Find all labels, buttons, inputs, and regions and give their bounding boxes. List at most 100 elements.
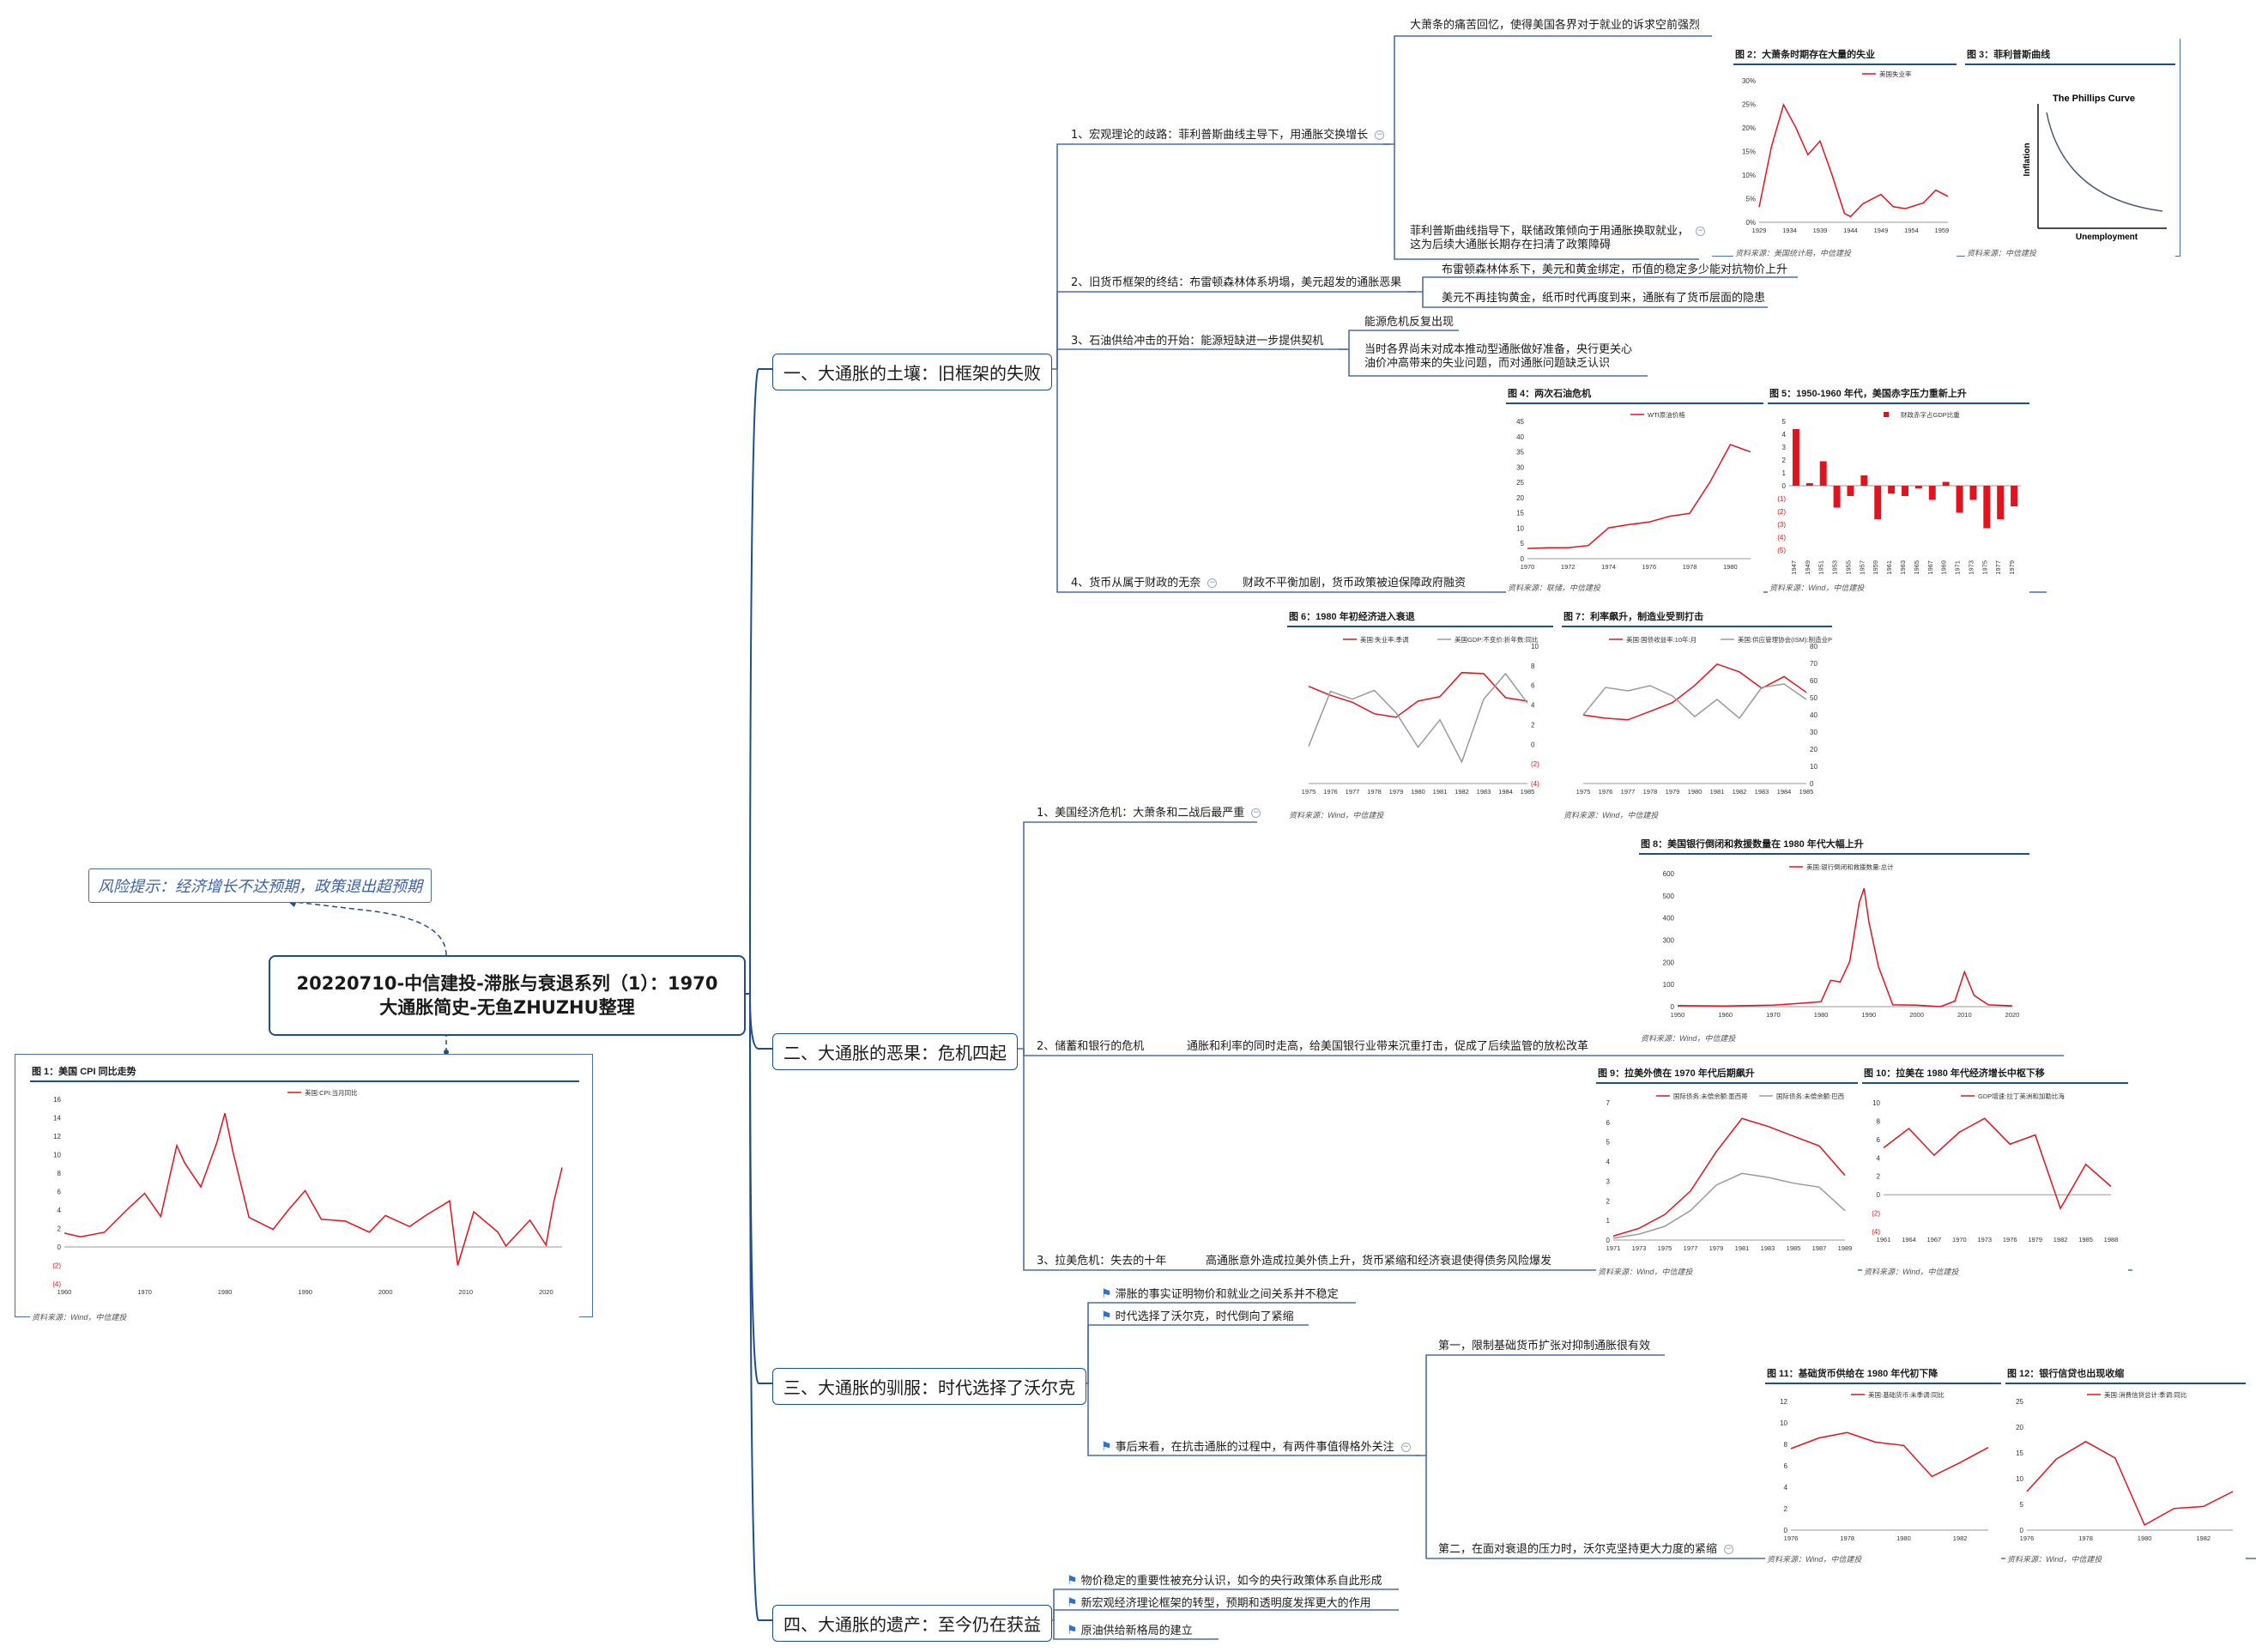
b4-fact-1[interactable]: ⚑ 物价稳定的重要性被充分认识，如今的央行政策体系自此形成	[1067, 1574, 1382, 1588]
b1-node-2a[interactable]: 布雷顿森林体系下，美元和黄金绑定，币值的稳定多少能对抗物价上升	[1442, 263, 1788, 276]
bar	[1792, 429, 1799, 486]
x-tick-label: 1990	[298, 1288, 312, 1296]
series-line	[1677, 887, 2013, 1008]
collapse-icon[interactable]: −	[1724, 1545, 1734, 1554]
y-tick-label: 100	[1663, 981, 1675, 989]
y-tick-label: (4)	[1777, 534, 1786, 542]
b1-node-3a[interactable]: 能源危机反复出现	[1364, 316, 1455, 329]
fig10-chart: 10 8 6 4 2 0 (2) (4)1961 1964 1967 1970 1973 1976 197…	[1872, 1092, 2118, 1244]
bar	[1956, 486, 1963, 513]
fig3-source: 资料来源：中信建投	[1967, 249, 2037, 257]
x-tick-label: 1977	[1684, 1244, 1698, 1252]
fig9-title: 图 9：拉美外债在 1970 年代后期飙升	[1596, 1066, 1858, 1084]
collapse-icon[interactable]: −	[1207, 578, 1218, 588]
y-tick-label: 0%	[1745, 219, 1756, 227]
y-tick-label: 2	[1782, 457, 1787, 464]
y-tick-label: 15	[1516, 510, 1524, 517]
b3-fact-3[interactable]: ⚑ 事后来看，在抗击通胀的过程中，有两件事值得格外关注 −	[1101, 1440, 1411, 1455]
root-title-line2: 大通胀简史-无鱼ZHUZHU整理	[379, 997, 635, 1018]
b4-fact-3[interactable]: ⚑ 原油供给新格局的建立	[1067, 1624, 1193, 1638]
bar	[1847, 486, 1854, 496]
root-topic[interactable]: 20220710-中信建投-滞胀与衰退系列（1）：1970 大通胀简史-无鱼ZHU…	[269, 955, 746, 1036]
branch-3[interactable]: 三、大通胀的驯服：时代选择了沃尔克	[772, 1368, 1086, 1405]
legend-label: 美国:失业率:季调	[1360, 635, 1409, 644]
x-tick-label: 1979	[1389, 788, 1404, 796]
y-tick-label: 40	[1516, 433, 1524, 441]
x-tick-label: 1979	[1666, 788, 1680, 796]
b1-node-1b[interactable]: 菲利普斯曲线指导下，联储政策倾向于用通胀换取就业， − 这为后续大通胀长期存在扫清了…	[1410, 225, 1706, 252]
y-tick-label: 10%	[1742, 172, 1756, 179]
x-tick-label: 1970	[1521, 563, 1535, 571]
x-tick-label: 1984	[1777, 788, 1792, 796]
x-tick-label: 1969	[1940, 560, 1948, 575]
x-tick-label: 1976	[1323, 788, 1338, 796]
collapse-icon[interactable]: −	[1696, 227, 1706, 236]
x-tick-label: 1973	[1967, 560, 1975, 575]
y-tick-label: (4)	[1531, 780, 1539, 788]
x-tick-label: 1961	[1885, 560, 1893, 575]
fig5-chart: 5 4 3 2 1 0 (1) (2) (3) (4) (5) 1947 1949 1951 1953 195…	[1777, 410, 2021, 575]
b1-node-4a[interactable]: 财政不平衡加剧，货币政策被迫保障政府融资	[1243, 577, 1467, 590]
legend-label: GDP增速:拉丁美洲和加勒比海	[1978, 1092, 2065, 1100]
legend-label: 美国:供应管理协会(ISM):制造业PMI	[1738, 635, 1832, 644]
y-tick-label: 10	[1531, 643, 1539, 651]
y-tick-label: 0	[1784, 1527, 1788, 1534]
fig5: 图 5：1950-1960 年代，美国赤字压力重新上升 5 4 3 2 1 0 (1) (2)…	[1768, 386, 2029, 593]
b1-node-2b[interactable]: 美元不再挂钩黄金，纸币时代再度到来，通胀有了货币层面的隐患	[1442, 292, 1766, 305]
branch-4[interactable]: 四、大通胀的遗产：至今仍在获益	[772, 1605, 1052, 1642]
b1-node-4[interactable]: 4、货币从属于财政的无奈 −	[1071, 577, 1218, 590]
b1-node-1a[interactable]: 大萧条的痛苦回忆，使得美国各界对于就业的诉求空前强烈	[1410, 19, 1701, 32]
x-tick-label: 2000	[378, 1288, 393, 1296]
y-tick-label: 300	[1663, 937, 1675, 945]
bar	[1902, 486, 1908, 496]
bar	[2011, 486, 2018, 506]
y-tick-label: 8	[1531, 663, 1535, 670]
b2-node-2a[interactable]: 通胀和利率的同时走高，给美国银行业带来沉重打击，促成了后续监管的放松改革	[1187, 1040, 1589, 1053]
b4-fact-2[interactable]: ⚑ 新宏观经济理论框架的转型，预期和透明度发挥更大的作用	[1067, 1596, 1371, 1611]
y-tick-label: 35	[1516, 449, 1524, 457]
b2-node-3[interactable]: 3、拉美危机：失去的十年	[1037, 1255, 1167, 1268]
x-tick-label: 1977	[1621, 788, 1636, 796]
b4-fact-3-label: 原油供给新格局的建立	[1080, 1625, 1193, 1637]
collapse-icon[interactable]: −	[1375, 130, 1385, 140]
collapse-icon[interactable]: −	[1251, 808, 1261, 818]
b4-fact-1-label: 物价稳定的重要性被充分认识，如今的央行政策体系自此形成	[1080, 1575, 1382, 1588]
b3-node-2[interactable]: 第二，在面对衰退的压力时，沃尔克坚持更大力度的紧缩 −	[1438, 1543, 1734, 1557]
y-tick-label: (2)	[1531, 760, 1539, 768]
y-tick-label: 6	[1531, 682, 1535, 690]
collapse-icon[interactable]: −	[1400, 1443, 1411, 1452]
branch-2[interactable]: 二、大通胀的恶果：危机四起	[772, 1033, 1018, 1070]
b3-fact-1-label: 滞胀的事实证明物价和就业之间关系并不稳定	[1115, 1288, 1339, 1301]
y-tick-label: 14	[53, 1115, 61, 1123]
x-tick-label: 1959	[1935, 227, 1950, 234]
x-tick-label: 1964	[1902, 1236, 1916, 1244]
b3-fact-2[interactable]: ⚑ 时代选择了沃尔克，时代倒向了紧缩	[1101, 1310, 1294, 1324]
fig5-source: 资料来源：Wind，中信建投	[1769, 584, 1865, 592]
x-tick-label: 2020	[539, 1288, 553, 1296]
x-tick-label: 1954	[1904, 227, 1919, 234]
series-line	[1582, 683, 1807, 720]
x-tick-label: 1955	[1844, 560, 1852, 575]
b1-node-2[interactable]: 2、旧货币框架的终结：布雷顿森林体系坍塌，美元超发的通胀恶果	[1071, 276, 1402, 289]
branch-1[interactable]: 一、大通胀的土壤：旧框架的失败	[772, 354, 1052, 390]
fig6-title: 图 6：1980 年初经济进入衰退	[1287, 609, 1553, 627]
b1-node-3b[interactable]: 当时各界尚未对成本推动型通胀做好准备，央行更关心 油价冲高带来的失业问题，而对通胀…	[1364, 343, 1632, 371]
y-tick-label: 5%	[1745, 196, 1756, 203]
b3-fact-1[interactable]: ⚑ 滞胀的事实证明物价和就业之间关系并不稳定	[1101, 1287, 1339, 1302]
b1-node-3[interactable]: 3、石油供给冲击的开始：能源短缺进一步提供契机	[1071, 335, 1324, 348]
legend-label: 美国失业率	[1879, 70, 1912, 78]
b2-node-3a[interactable]: 高通胀意外造成拉美外债上升，货币紧缩和经济衰退使得债务风险爆发	[1206, 1255, 1552, 1268]
b1-node-1[interactable]: 1、宏观理论的歧路：菲利普斯曲线主导下，用通胀交换增长 −	[1071, 129, 1385, 142]
bar	[1969, 486, 1977, 500]
y-tick-label: 0	[1877, 1191, 1881, 1199]
b3-node-1[interactable]: 第一，限制基础货币扩张对抑制通胀很有效	[1438, 1340, 1651, 1352]
x-tick-label: 1983	[1477, 788, 1491, 796]
x-tick-label: 1950	[1671, 1011, 1685, 1019]
risk-note[interactable]: 风险提示：经济增长不达预期，政策退出超预期	[88, 868, 432, 903]
y-tick-label: 7	[1606, 1099, 1611, 1107]
y-tick-label: 8	[1784, 1441, 1788, 1449]
b2-node-1[interactable]: 1、美国经济危机：大萧条和二战后最严重 −	[1037, 807, 1261, 820]
series-line	[2026, 1440, 2234, 1527]
b2-node-2[interactable]: 2、储蓄和银行的危机	[1037, 1040, 1145, 1053]
